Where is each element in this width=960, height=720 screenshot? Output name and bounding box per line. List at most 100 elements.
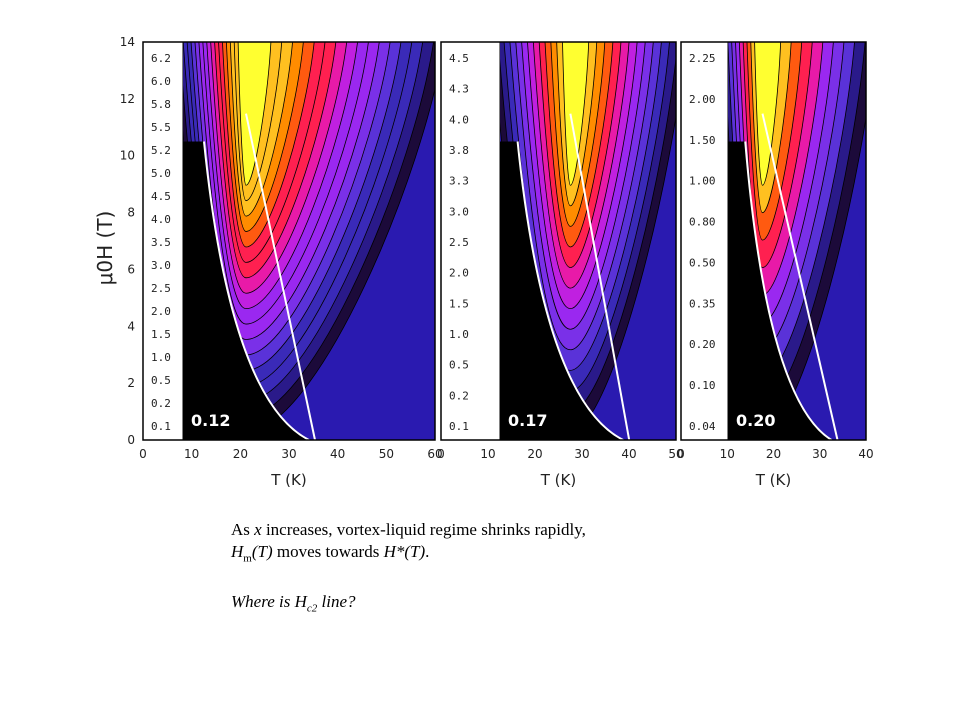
contour-level-label: 3.8	[449, 144, 469, 157]
contour-level-label: 0.35	[689, 297, 716, 310]
contour-level-label: 0.2	[449, 389, 469, 402]
contour-level-label: 6.0	[151, 75, 171, 88]
contour-level-label: 2.0	[151, 305, 171, 318]
contour-level-label: 5.2	[151, 144, 171, 157]
x-tick-label: 20	[233, 447, 248, 461]
y-tick-label: 0	[127, 433, 135, 447]
x-tick-label: 40	[330, 447, 345, 461]
x-axis-label: T (K)	[270, 471, 306, 489]
x-tick-label: 10	[720, 447, 735, 461]
x-tick-label: 10	[184, 447, 199, 461]
contour-level-label: 0.2	[151, 397, 171, 410]
y-tick-label: 8	[127, 206, 135, 220]
x-tick-label: 30	[812, 447, 827, 461]
contour-level-label: 1.5	[449, 297, 469, 310]
contour-level-label: 5.0	[151, 167, 171, 180]
contour-level-label: 4.0	[449, 113, 469, 126]
contour-level-label: 3.0	[449, 205, 469, 218]
x-tick-label: 60	[427, 447, 442, 461]
contour-level-label: 0.1	[449, 420, 469, 433]
y-axis-label: μ0H (T)	[93, 211, 117, 286]
vortex-solid-region	[500, 141, 624, 440]
chart-panel-0.17: 0.17 4.5 4.3 4.0 3.8 3.3 3.0 2.5 2.0 1.5 1.0 0.5 0.2…	[437, 41, 684, 489]
level-label-column	[680, 41, 729, 441]
contour-plot	[728, 42, 866, 440]
contour-level-label: 4.0	[151, 213, 171, 226]
contour-level-label: 0.5	[449, 359, 469, 372]
contour-level-label: 2.25	[689, 52, 716, 65]
ridge-line	[245, 113, 316, 440]
contour-level-label: 1.0	[449, 328, 469, 341]
boundary-curve	[203, 141, 310, 440]
contour-level-label: 0.80	[689, 216, 716, 229]
x-tick-label: 0	[437, 447, 445, 461]
vortex-solid-region	[183, 141, 309, 440]
ridge-line	[761, 113, 839, 440]
vortex-solid-region	[728, 141, 832, 440]
contour-level-label: 3.3	[449, 175, 469, 188]
y-tick-label: 12	[120, 92, 135, 106]
contour-band-2.25	[754, 42, 782, 186]
ridge-line	[569, 113, 631, 440]
contour-level-label: 2.5	[449, 236, 469, 249]
concentration-label: 0.17	[508, 411, 547, 430]
contour-level-label: 3.5	[151, 236, 171, 249]
x-tick-label: 20	[766, 447, 781, 461]
contour-level-label: 0.20	[689, 338, 716, 351]
contour-level-label: 2.00	[689, 93, 716, 106]
contour-level-label: 3.0	[151, 259, 171, 272]
contour-level-label: 5.8	[151, 98, 171, 111]
x-axis-label: T (K)	[755, 471, 791, 489]
contour-band-4.5	[562, 42, 590, 186]
contour-plot	[183, 42, 435, 440]
level-label-column	[440, 41, 501, 441]
panel-frame	[440, 41, 677, 441]
caption: As x increases, vortex-liquid regime shr…	[231, 519, 791, 620]
contour-level-label: 4.5	[151, 190, 171, 203]
x-tick-label: 0	[677, 447, 685, 461]
x-tick-label: 0	[139, 447, 147, 461]
contour-level-label: 1.5	[151, 328, 171, 341]
contour-plot	[500, 42, 676, 440]
contour-level-label: 1.50	[689, 134, 716, 147]
concentration-label: 0.20	[736, 411, 775, 430]
x-tick-label: 20	[527, 447, 542, 461]
contour-band-6.2	[237, 42, 272, 186]
y-tick-label: 6	[127, 262, 135, 276]
contour-level-label: 0.5	[151, 374, 171, 387]
y-tick-label: 2	[127, 376, 135, 390]
chart-panel-0.20: 0.20 2.25 2.00 1.50 1.00 0.80 0.50 0.35 0.20 0.10…	[677, 41, 874, 489]
concentration-label: 0.12	[191, 411, 230, 430]
x-tick-label: 50	[668, 447, 683, 461]
contour-level-label: 2.0	[449, 267, 469, 280]
contour-level-label: 5.5	[151, 121, 171, 134]
y-tick-label: 4	[127, 319, 135, 333]
x-axis-label: T (K)	[540, 471, 576, 489]
contour-level-label: 2.5	[151, 282, 171, 295]
contour-level-label: 4.3	[449, 83, 469, 96]
level-label-column	[142, 41, 184, 441]
panel-frame	[680, 41, 867, 441]
contour-level-label: 0.50	[689, 256, 716, 269]
boundary-curve	[516, 141, 624, 440]
contour-level-label: 4.5	[449, 52, 469, 65]
boundary-curve	[744, 141, 833, 440]
caption-line-1: As x increases, vortex-liquid regime shr…	[231, 520, 586, 539]
contour-level-label: 0.04	[689, 420, 716, 433]
x-tick-label: 40	[621, 447, 636, 461]
contour-level-label: 0.10	[689, 379, 716, 392]
contour-level-label: 1.0	[151, 351, 171, 364]
x-tick-label: 40	[858, 447, 873, 461]
x-tick-label: 30	[574, 447, 589, 461]
caption-line-2: Hm(T) moves towards H*(T).	[231, 542, 430, 565]
x-tick-label: 50	[379, 447, 394, 461]
chart-panel-0.12: 0.126.26.05.85.55.25.04.54.03.53.02.52.0…	[93, 35, 443, 489]
contour-level-label: 1.00	[689, 175, 716, 188]
x-tick-label: 10	[480, 447, 495, 461]
contour-level-label: 0.1	[151, 420, 171, 433]
caption-line-3: Where is Hc2 line?	[231, 592, 356, 615]
contour-level-label: 6.2	[151, 52, 171, 65]
x-tick-label: 30	[281, 447, 296, 461]
y-tick-label: 10	[120, 149, 135, 163]
